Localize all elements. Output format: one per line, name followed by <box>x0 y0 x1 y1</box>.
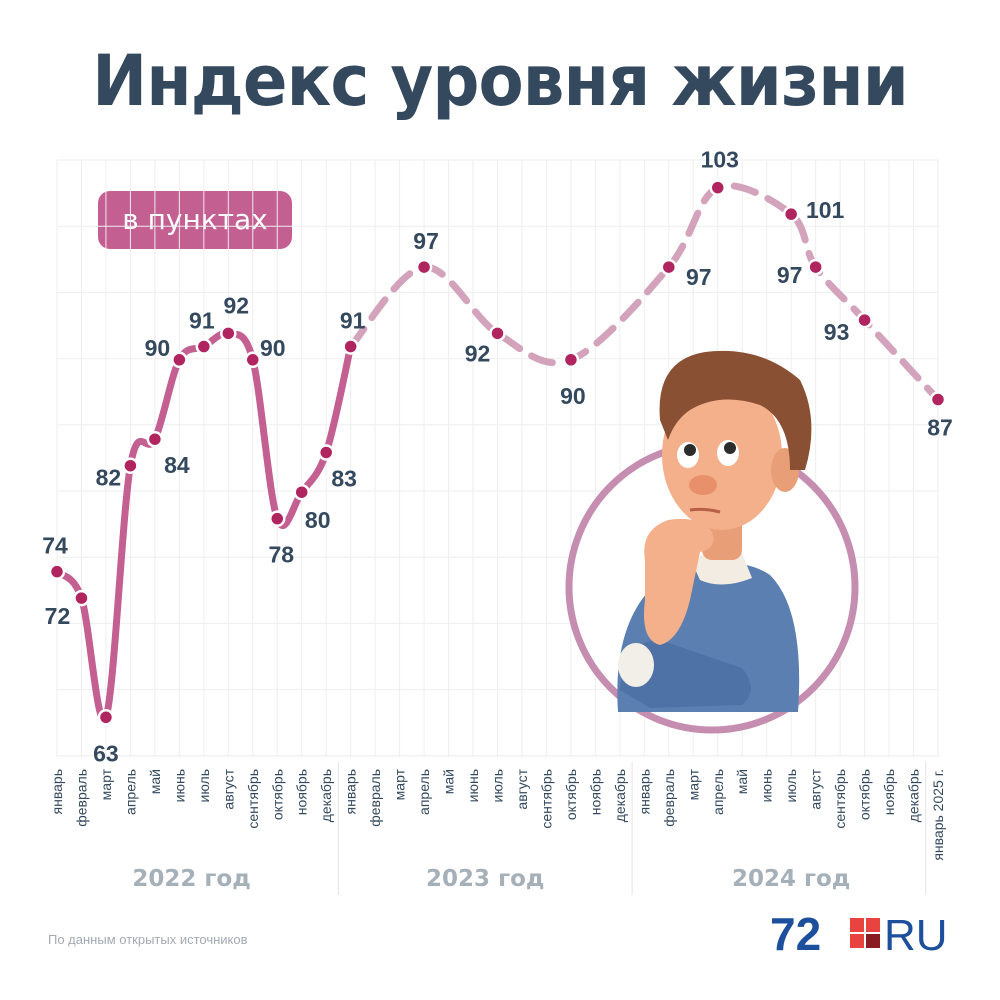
data-point <box>562 351 580 369</box>
year-labels: 2022 год 2023 год 2024 год <box>132 866 850 892</box>
value-label: 90 <box>560 383 586 409</box>
x-tick-label: декабрь <box>318 769 334 822</box>
value-label: 74 <box>42 533 68 559</box>
data-point <box>146 430 164 448</box>
x-tick-label: февраль <box>367 769 383 827</box>
logo-number: 72 <box>770 908 821 958</box>
x-tick-label: март <box>685 768 701 800</box>
data-point <box>220 325 237 342</box>
x-tick-label: март <box>98 768 114 800</box>
data-point <box>807 258 824 276</box>
thinking-man-illustration <box>565 350 859 734</box>
x-tick-label: декабрь <box>906 769 922 822</box>
value-label: 103 <box>701 147 739 173</box>
chart-title: Индекс уровня жизни <box>92 40 909 122</box>
x-tick-label: октябрь <box>269 769 285 820</box>
x-tick-label: сентябрь <box>538 769 554 829</box>
data-point <box>929 391 947 408</box>
value-label: 93 <box>824 319 850 345</box>
value-label: 83 <box>331 465 357 491</box>
x-tick-label: январь <box>343 769 359 814</box>
value-label: 91 <box>189 308 215 334</box>
data-point <box>293 483 310 501</box>
x-tick-label: ноябрь <box>881 769 897 815</box>
x-tick-label: январь <box>49 769 65 814</box>
x-tick-label: август <box>808 768 824 809</box>
x-tick-label: сентябрь <box>832 769 848 829</box>
data-point <box>48 563 66 580</box>
x-tick-label: апрель <box>416 769 432 815</box>
value-label: 90 <box>145 335 171 361</box>
x-tick-label: ноябрь <box>294 769 310 815</box>
x-tick-label: октябрь <box>563 769 579 820</box>
x-tick-label: январь 2025 г. <box>930 769 946 861</box>
data-point <box>97 709 115 726</box>
data-point <box>195 338 213 355</box>
x-tick-label: июнь <box>465 769 481 802</box>
value-label: 92 <box>465 340 491 366</box>
value-label: 97 <box>413 228 439 254</box>
data-point <box>317 444 335 461</box>
x-tick-labels: январь февраль март апрель май июнь июль август… <box>49 768 946 860</box>
x-tick-label: июнь <box>171 769 187 802</box>
logo-suffix: RU <box>884 911 948 958</box>
x-tick-label: апрель <box>710 769 726 815</box>
x-tick-label: июль <box>783 769 799 802</box>
x-tick-label: февраль <box>73 769 89 827</box>
year-label: 2023 год <box>426 866 544 892</box>
x-tick-label: август <box>220 768 236 809</box>
value-label: 72 <box>45 603 71 629</box>
value-label: 101 <box>806 197 845 223</box>
x-tick-label: май <box>734 769 750 794</box>
value-label: 63 <box>93 740 119 766</box>
data-point <box>122 457 139 474</box>
x-tick-label: февраль <box>661 769 677 827</box>
logo-72ru: 72 RU <box>770 908 948 958</box>
value-label: 87 <box>927 415 953 441</box>
year-label: 2024 год <box>732 866 850 892</box>
value-label: 90 <box>260 335 286 361</box>
data-points <box>48 179 947 726</box>
value-label: 78 <box>268 542 294 568</box>
data-point <box>269 510 286 527</box>
series-line-dashed <box>347 182 942 404</box>
value-label: 92 <box>224 292 250 318</box>
data-point <box>660 258 678 276</box>
x-tick-label: сентябрь <box>245 769 261 829</box>
data-point <box>73 589 90 607</box>
year-label: 2022 год <box>132 866 250 892</box>
x-tick-label: июль <box>490 769 506 802</box>
source-note: По данным открытых источников <box>48 932 248 947</box>
value-label: 80 <box>305 507 331 533</box>
x-tick-label: апрель <box>122 769 138 815</box>
data-point <box>171 351 188 369</box>
data-point <box>244 351 262 369</box>
value-label: 82 <box>96 465 122 491</box>
value-label: 84 <box>164 452 190 478</box>
x-tick-label: декабрь <box>612 769 628 822</box>
x-tick-label: октябрь <box>857 769 873 820</box>
data-point <box>342 338 359 355</box>
value-label: 91 <box>340 308 366 334</box>
x-tick-label: январь <box>636 769 652 814</box>
value-label: 97 <box>777 262 803 288</box>
data-point <box>709 179 726 196</box>
data-point <box>415 258 433 276</box>
data-point <box>489 325 506 342</box>
x-tick-label: июль <box>196 769 212 802</box>
value-label: 97 <box>686 264 712 290</box>
x-tick-label: ноябрь <box>587 769 603 815</box>
x-tick-label: март <box>392 768 408 800</box>
data-point <box>856 311 873 329</box>
x-tick-label: август <box>514 768 530 809</box>
x-tick-label: май <box>441 769 457 794</box>
x-tick-label: май <box>147 769 163 794</box>
x-tick-label: июнь <box>759 769 775 802</box>
year-separators <box>337 762 927 895</box>
data-point <box>782 205 800 223</box>
